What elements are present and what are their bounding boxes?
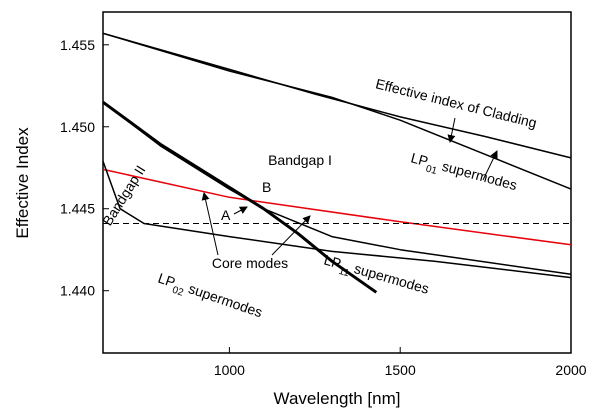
curve [102,32,572,190]
arrow [447,117,456,143]
annotation: LP [156,270,177,291]
curve [102,101,572,276]
annotation: LP01 supermodes [408,149,519,198]
x-tick-label: 1500 [385,362,416,378]
y-tick-label: 1.445 [60,201,95,217]
plot [102,32,572,294]
annotation: supermodes [187,280,265,320]
arrow [482,150,498,181]
annotation: 01 [424,164,438,178]
annotation: Core modes [212,255,288,271]
x-tick-label: 2000 [555,362,586,378]
arrow [271,215,311,256]
annotation: 11 [337,266,350,280]
annotation: LP [322,252,343,272]
x-tick-label: 1000 [214,362,245,378]
annotation: supermodes [352,260,430,297]
y-tick-label: 1.455 [60,37,95,53]
plot-frame [102,11,572,354]
y-axis-label: Effective Index [13,127,32,239]
annotation: A [221,207,231,223]
curve [102,160,572,279]
curve [102,168,572,246]
annotation: LP02 supermodes [154,270,264,325]
annotation: LP [409,149,430,169]
curve [102,32,572,159]
arrow [201,192,219,256]
y-tick-label: 1.450 [60,119,95,135]
x-axis-label: Wavelength [nm] [274,389,401,408]
annotation: 02 [171,285,186,299]
annotation: B [262,179,271,195]
annotation: Bandgap I [268,152,332,168]
y-tick-label: 1.440 [60,283,95,299]
annotation: Effective index of Cladding [374,75,538,131]
arrow [233,206,248,215]
